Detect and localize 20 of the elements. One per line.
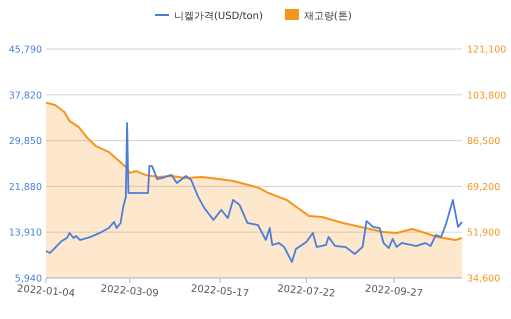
y2-tick-label: 121,100 [467,44,506,56]
legend-label: 니켈가격(USD/ton) [174,11,264,22]
x-tick-label: 2022-09-27 [364,283,424,300]
y2-tick-label: 51,900 [467,228,500,239]
y-tick-label: 5,940 [14,274,42,284]
x-tick-label: 2022-05-17 [190,283,250,300]
y-tick-label: 21,880 [8,182,42,193]
y-tick-label: 37,820 [8,90,42,102]
x-tick-label: 2022-01-04 [16,283,76,300]
y2-tick-label: 103,800 [467,90,506,102]
y2-tick-label: 86,500 [467,136,500,148]
x-tick-label: 2022-03-09 [100,283,160,300]
y-tick-label: 45,790 [8,44,42,56]
y2-tick-label: 34,600 [467,274,500,284]
legend-label: 재고량(톤) [304,11,352,22]
y-tick-label: 29,850 [8,136,42,148]
y2-tick-label: 69,200 [467,182,500,193]
line-series [45,122,463,263]
x-tick-label: 2022-07-22 [276,283,336,300]
y-tick-label: 13,910 [8,228,42,239]
